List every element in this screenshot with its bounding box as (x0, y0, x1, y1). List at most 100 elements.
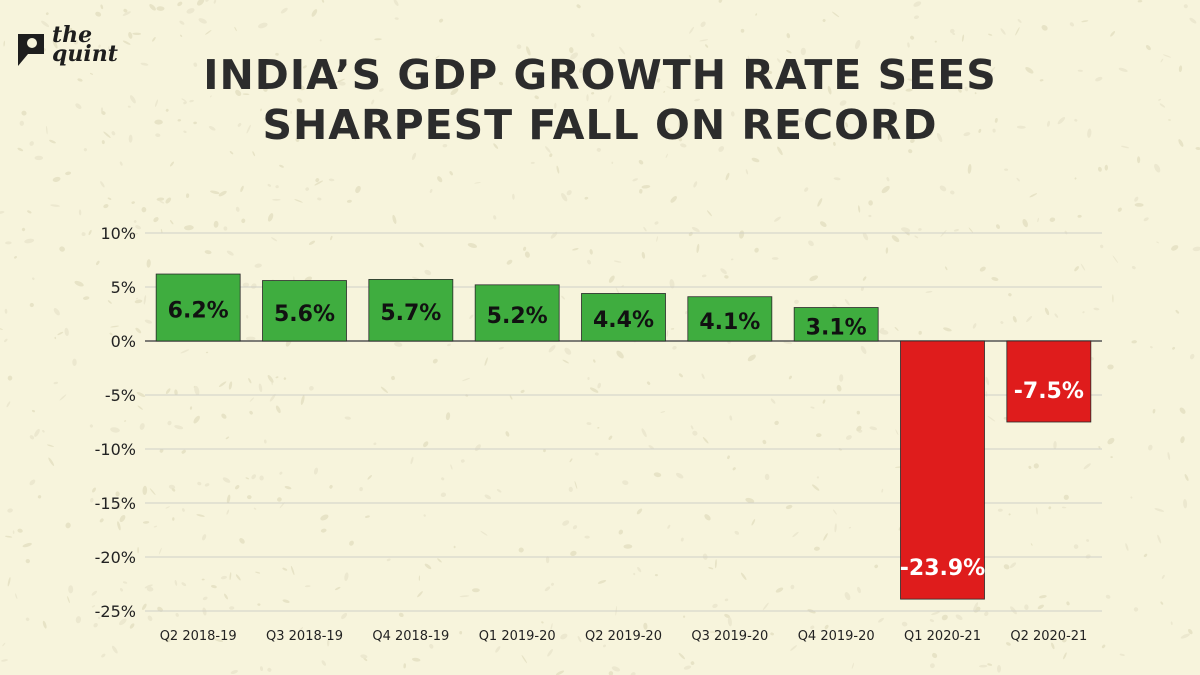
texture-speck (788, 375, 792, 380)
texture-speck (663, 90, 666, 93)
texture-speck (832, 509, 837, 515)
texture-speck (596, 147, 601, 152)
texture-speck (242, 93, 250, 96)
texture-speck (1148, 444, 1153, 451)
texture-speck (1119, 653, 1125, 656)
texture-speck (50, 204, 60, 207)
texture-speck (985, 376, 990, 386)
texture-speck (329, 484, 333, 489)
texture-speck (1178, 139, 1184, 147)
texture-speck (194, 385, 200, 396)
texture-speck (460, 459, 465, 463)
texture-speck (988, 33, 993, 36)
texture-speck (165, 506, 170, 509)
texture-speck (1030, 543, 1033, 546)
texture-speck (137, 547, 139, 554)
texture-speck (297, 626, 304, 634)
texture-speck (459, 631, 463, 635)
texture-speck (480, 530, 488, 536)
texture-speck (670, 328, 675, 330)
texture-speck (944, 266, 948, 271)
texture-speck (234, 26, 237, 32)
texture-speck (771, 257, 779, 260)
texture-speck (183, 101, 187, 105)
texture-speck (1134, 196, 1139, 202)
texture-speck (472, 72, 477, 75)
texture-speck (242, 282, 250, 288)
texture-speck (747, 354, 756, 362)
texture-speck (25, 617, 30, 622)
x-tick-label: Q1 2019-20 (479, 629, 556, 644)
texture-speck (587, 259, 591, 265)
texture-speck (823, 533, 828, 541)
texture-speck (344, 572, 349, 582)
texture-speck (1087, 128, 1092, 138)
texture-speck (926, 127, 932, 134)
x-tick-label: Q4 2018-19 (372, 629, 449, 644)
texture-speck (186, 8, 195, 14)
texture-speck (193, 415, 200, 424)
texture-speck (979, 664, 988, 668)
texture-speck (892, 102, 896, 105)
x-tick-label: Q1 2020-21 (904, 629, 981, 644)
texture-speck (391, 375, 395, 381)
texture-speck (373, 442, 377, 446)
texture-speck (259, 666, 264, 671)
chart-title-line-1: INDIA’S GDP GROWTH RATE SEES (203, 51, 997, 99)
texture-speck (862, 232, 869, 241)
texture-speck (717, 127, 721, 133)
texture-speck (1008, 513, 1011, 516)
texture-speck (467, 243, 478, 248)
data-label: 4.4% (593, 308, 654, 333)
texture-speck (869, 426, 878, 431)
texture-speck (578, 67, 584, 74)
texture-speck (660, 411, 666, 413)
texture-speck (1154, 508, 1165, 512)
texture-speck (394, 341, 403, 347)
texture-speck (144, 319, 153, 324)
texture-speck (812, 484, 820, 491)
texture-speck (275, 52, 279, 56)
texture-speck (493, 143, 499, 149)
texture-speck (65, 171, 72, 176)
texture-speck (694, 98, 701, 102)
texture-speck (656, 236, 658, 242)
texture-speck (1160, 58, 1164, 63)
texture-speck (978, 128, 982, 133)
texture-speck (218, 190, 227, 197)
texture-speck (123, 8, 128, 13)
texture-speck (905, 88, 913, 92)
texture-speck (683, 665, 692, 670)
texture-speck (92, 487, 96, 493)
texture-speck (146, 259, 151, 268)
texture-speck (955, 614, 963, 620)
texture-speck (393, 0, 399, 7)
texture-speck (831, 11, 840, 18)
texture-speck (19, 120, 25, 126)
data-label: 5.7% (380, 301, 441, 326)
texture-speck (708, 567, 714, 570)
texture-speck (994, 118, 998, 123)
texture-speck (1107, 437, 1115, 445)
texture-speck (961, 34, 965, 42)
texture-speck (423, 441, 429, 448)
texture-speck (484, 357, 488, 366)
texture-speck (158, 547, 162, 555)
texture-speck (725, 172, 730, 181)
texture-speck (701, 274, 707, 278)
texture-speck (42, 429, 45, 433)
texture-speck (275, 185, 279, 189)
texture-speck (432, 358, 438, 364)
data-label: 3.1% (806, 315, 867, 340)
texture-speck (52, 176, 61, 182)
texture-speck (804, 187, 809, 192)
texture-speck (89, 424, 94, 428)
texture-speck (913, 15, 920, 19)
texture-speck (539, 59, 542, 63)
texture-speck (860, 345, 867, 354)
texture-speck (302, 65, 307, 69)
texture-speck (636, 508, 643, 515)
texture-speck (149, 4, 156, 11)
texture-speck (696, 243, 700, 253)
texture-speck (129, 95, 136, 104)
